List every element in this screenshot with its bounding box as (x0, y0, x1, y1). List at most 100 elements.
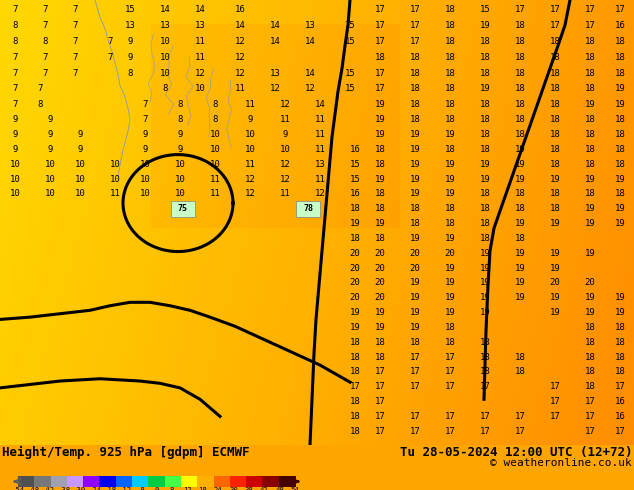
Text: 14: 14 (269, 37, 280, 46)
Text: 9: 9 (127, 52, 133, 62)
Text: 11: 11 (245, 160, 256, 169)
Text: 7: 7 (107, 52, 113, 62)
Text: 9: 9 (282, 130, 288, 139)
Text: 17: 17 (550, 21, 560, 29)
Text: 16: 16 (614, 412, 625, 421)
Text: 17: 17 (515, 412, 526, 421)
Text: 18: 18 (515, 204, 526, 213)
Text: 78: 78 (303, 204, 313, 213)
Text: 19: 19 (444, 264, 455, 272)
Text: © weatheronline.co.uk: © weatheronline.co.uk (490, 458, 632, 468)
Text: 15: 15 (345, 21, 356, 29)
Text: 17: 17 (585, 412, 595, 421)
Text: 18: 18 (349, 412, 360, 421)
Text: 9: 9 (48, 145, 53, 154)
Text: 10: 10 (174, 174, 185, 184)
Text: 18: 18 (444, 37, 455, 46)
Text: 18: 18 (614, 368, 625, 376)
Text: 18: 18 (515, 69, 526, 77)
Text: 19: 19 (614, 308, 625, 317)
Text: 19: 19 (375, 308, 385, 317)
Text: 18: 18 (480, 115, 490, 124)
Text: 9: 9 (142, 130, 148, 139)
Text: 18: 18 (550, 84, 560, 94)
Text: 7: 7 (12, 84, 18, 94)
Text: 8: 8 (37, 100, 42, 109)
Text: 19: 19 (480, 278, 490, 288)
Text: 18: 18 (480, 145, 490, 154)
Text: 18: 18 (375, 234, 385, 243)
Text: 11: 11 (280, 115, 290, 124)
Bar (100, 476, 116, 487)
Text: 18: 18 (375, 52, 385, 62)
Text: 10: 10 (10, 190, 20, 198)
Bar (262, 476, 279, 487)
Bar (230, 476, 247, 487)
Text: 19: 19 (375, 100, 385, 109)
Text: 19: 19 (375, 115, 385, 124)
Text: 19: 19 (515, 264, 526, 272)
Text: 17: 17 (480, 412, 490, 421)
Text: 18: 18 (550, 160, 560, 169)
Text: 17: 17 (375, 84, 385, 94)
Text: 17: 17 (375, 4, 385, 14)
FancyBboxPatch shape (296, 201, 320, 217)
Bar (18, 476, 35, 487)
Text: 18: 18 (349, 353, 360, 362)
Text: 7: 7 (37, 84, 42, 94)
Text: 10: 10 (139, 160, 150, 169)
Text: 18: 18 (480, 219, 490, 228)
Text: 12: 12 (183, 488, 191, 490)
Text: 13: 13 (195, 21, 205, 29)
Bar (181, 476, 198, 487)
Text: 18: 18 (550, 69, 560, 77)
Bar (132, 476, 149, 487)
Text: 17: 17 (550, 4, 560, 14)
Text: 19: 19 (480, 174, 490, 184)
Text: 17: 17 (585, 397, 595, 406)
Text: 16: 16 (614, 397, 625, 406)
Bar (34, 476, 51, 487)
Text: 18: 18 (375, 338, 385, 347)
Text: 17: 17 (410, 427, 420, 436)
Text: 15: 15 (345, 69, 356, 77)
Text: 17: 17 (444, 368, 455, 376)
Text: 20: 20 (349, 264, 360, 272)
Text: 18: 18 (444, 115, 455, 124)
Text: 19: 19 (585, 204, 595, 213)
Text: 19: 19 (444, 174, 455, 184)
Text: 12: 12 (280, 160, 290, 169)
Text: 18: 18 (480, 234, 490, 243)
Text: 10: 10 (10, 160, 20, 169)
Text: 8: 8 (170, 488, 174, 490)
Text: 20: 20 (375, 293, 385, 302)
Text: 17: 17 (410, 4, 420, 14)
Text: 17: 17 (515, 4, 526, 14)
Text: 10: 10 (245, 130, 256, 139)
Text: 15: 15 (345, 84, 356, 94)
Text: 14: 14 (160, 4, 171, 14)
Text: 17: 17 (550, 382, 560, 391)
Text: 8: 8 (127, 69, 133, 77)
Text: 7: 7 (42, 69, 48, 77)
Text: -18: -18 (104, 488, 117, 490)
Text: 19: 19 (375, 174, 385, 184)
Text: 11: 11 (110, 190, 120, 198)
Text: 14: 14 (304, 37, 315, 46)
Bar (148, 476, 165, 487)
Text: 17: 17 (375, 37, 385, 46)
Text: 17: 17 (410, 382, 420, 391)
Text: 10: 10 (210, 145, 221, 154)
Text: 20: 20 (410, 249, 420, 258)
Text: 7: 7 (142, 115, 148, 124)
Text: 19: 19 (515, 160, 526, 169)
Text: 18: 18 (614, 160, 625, 169)
Text: 12: 12 (235, 37, 245, 46)
Text: 18: 18 (349, 204, 360, 213)
Text: 18: 18 (410, 69, 420, 77)
Text: 7: 7 (12, 100, 18, 109)
Text: 18: 18 (585, 84, 595, 94)
Text: 18: 18 (349, 427, 360, 436)
Text: 18: 18 (585, 69, 595, 77)
Text: 18: 18 (550, 190, 560, 198)
